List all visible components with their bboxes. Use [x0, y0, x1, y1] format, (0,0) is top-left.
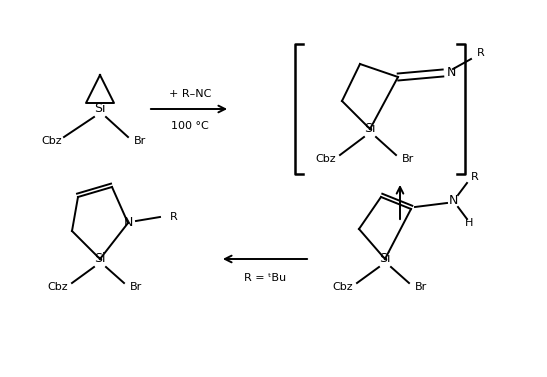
Text: Si: Si: [364, 123, 376, 135]
Text: H: H: [465, 218, 473, 228]
Text: N: N: [447, 66, 456, 80]
Text: Br: Br: [134, 136, 146, 146]
Text: Si: Si: [94, 253, 106, 265]
Text: Cbz: Cbz: [333, 282, 353, 292]
Text: 100 °C: 100 °C: [171, 121, 209, 131]
Text: + R–NC: + R–NC: [169, 89, 211, 99]
Text: R: R: [471, 172, 479, 182]
Text: N: N: [449, 195, 458, 207]
Text: Br: Br: [402, 154, 414, 164]
Text: R = ᵗBu: R = ᵗBu: [244, 273, 286, 283]
Text: Br: Br: [415, 282, 427, 292]
Text: N: N: [123, 216, 133, 230]
Text: R: R: [170, 212, 178, 222]
Text: Si: Si: [379, 253, 391, 265]
Text: Br: Br: [130, 282, 142, 292]
Text: Cbz: Cbz: [42, 136, 62, 146]
Text: Si: Si: [94, 103, 106, 115]
Text: R: R: [477, 48, 485, 58]
Text: Cbz: Cbz: [48, 282, 68, 292]
Text: Cbz: Cbz: [316, 154, 336, 164]
